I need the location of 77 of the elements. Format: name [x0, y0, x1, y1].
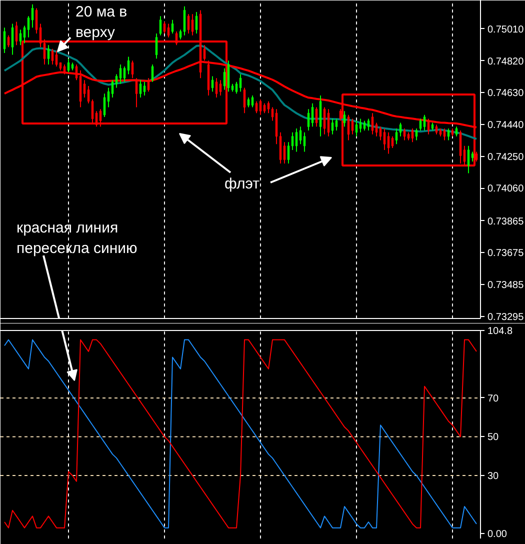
annotation: флэт — [224, 176, 260, 192]
candlestick — [235, 81, 238, 94]
candlestick — [55, 50, 58, 68]
y-tick-label: 0.74440 — [488, 120, 524, 131]
candlestick — [411, 128, 414, 143]
candlestick — [7, 34, 10, 48]
candlestick — [391, 136, 394, 148]
annotation: 20 ма в верху — [76, 4, 128, 41]
y-tick-label: 0.74250 — [488, 152, 524, 163]
candlestick — [259, 99, 262, 116]
line-series — [4, 339, 477, 528]
y-tick-label: 0.73485 — [488, 280, 524, 291]
candlestick — [179, 29, 182, 40]
candlestick — [215, 78, 218, 98]
candlestick — [103, 93, 106, 118]
candlestick — [255, 100, 258, 114]
candlestick — [139, 80, 142, 98]
candlestick — [415, 128, 418, 141]
candlestick — [75, 64, 78, 81]
candlestick — [471, 151, 474, 162]
candlestick — [371, 112, 374, 135]
candlestick — [111, 80, 114, 98]
candlestick — [291, 132, 294, 150]
candlestick — [363, 120, 366, 132]
candlestick — [263, 102, 266, 114]
annotation: красная линия пересекла синию — [16, 220, 138, 257]
candlestick — [335, 118, 338, 132]
candlestick — [47, 44, 50, 65]
candlestick — [419, 118, 422, 132]
candlestick — [19, 29, 22, 46]
candlestick — [359, 118, 362, 133]
y-tick-label: 70 — [488, 393, 500, 404]
candlestick — [151, 64, 154, 82]
y-tick-label: 0.73675 — [488, 248, 524, 260]
candlestick — [295, 128, 298, 152]
y-tick-label: 0.73865 — [488, 216, 524, 228]
candlestick — [171, 19, 174, 34]
candlestick — [387, 132, 390, 154]
candlestick — [271, 106, 274, 122]
candlestick — [267, 100, 270, 114]
y-tick-label: 0.74820 — [488, 56, 524, 68]
candlestick — [163, 21, 166, 34]
y-tick-label: 104.8 — [488, 326, 513, 337]
candlestick — [447, 128, 450, 141]
candlestick — [403, 128, 406, 141]
candlestick — [423, 114, 426, 132]
candlestick — [323, 106, 326, 135]
candlestick — [303, 132, 306, 152]
candlestick — [143, 81, 146, 96]
y-tick-label: 0.75010 — [488, 24, 524, 36]
y-tick-label: 0.74630 — [488, 88, 524, 100]
candlestick — [247, 97, 250, 108]
candlestick — [123, 66, 126, 82]
candlestick — [331, 118, 334, 135]
candlestick — [191, 14, 194, 36]
candlestick — [367, 118, 370, 132]
y-tick-label: 50 — [488, 432, 500, 444]
candlestick — [299, 126, 302, 145]
candlestick — [119, 64, 122, 84]
candlestick — [31, 4, 34, 28]
candlestick — [251, 95, 254, 108]
candlestick — [51, 48, 54, 65]
candlestick — [455, 126, 458, 137]
y-tick-label: 0.73295 — [488, 312, 524, 323]
candlestick — [239, 74, 242, 92]
y-tick-label: 0.74060 — [488, 184, 524, 195]
candlestick — [159, 16, 162, 36]
candlestick — [83, 80, 86, 98]
candlestick — [115, 74, 118, 88]
y-tick-label: 30 — [488, 471, 500, 482]
candlestick — [219, 80, 222, 96]
y-tick-label: 0.00 — [488, 529, 508, 540]
candlestick — [443, 128, 446, 141]
candlestick — [383, 128, 386, 150]
candlestick — [63, 64, 66, 75]
candlestick — [27, 16, 30, 38]
candlestick — [351, 118, 354, 135]
